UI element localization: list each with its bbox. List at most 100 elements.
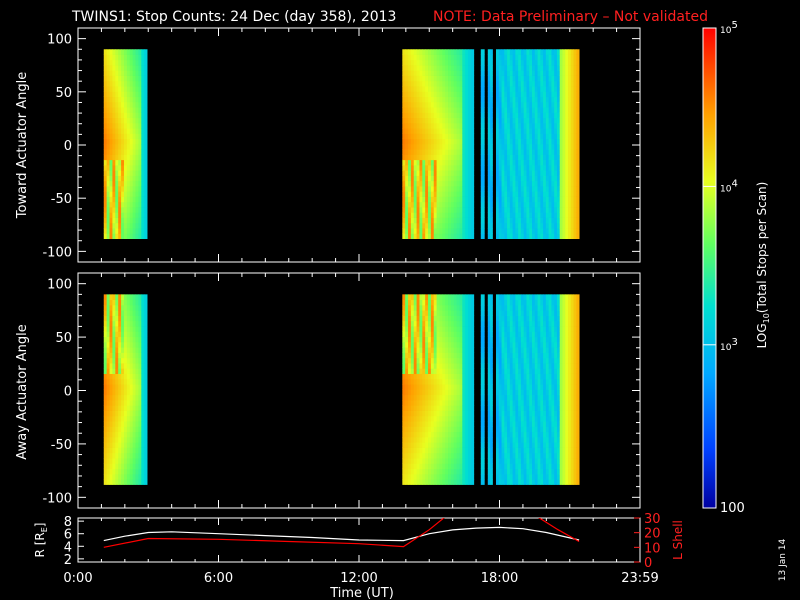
- heatmap-cell: [103, 101, 108, 108]
- heatmap-cell: [559, 228, 563, 234]
- heatmap-cell: [512, 159, 516, 166]
- heatmap-cell: [135, 357, 139, 364]
- heatmap-cell: [430, 479, 435, 485]
- heatmap-cell: [534, 304, 538, 311]
- heatmap-cell: [537, 352, 541, 359]
- heatmap-cell: [425, 399, 429, 406]
- heatmap-cell: [442, 133, 446, 140]
- heatmap-cell: [402, 117, 406, 124]
- heatmap-cell: [523, 175, 527, 182]
- heatmap-cell: [512, 357, 516, 364]
- heatmap-cell: [425, 154, 429, 161]
- heatmap-cell: [430, 59, 435, 66]
- heatmap-cell: [408, 426, 412, 433]
- heatmap-cell: [144, 170, 148, 176]
- heatmap-cell: [144, 315, 148, 322]
- heatmap-cell: [480, 331, 485, 338]
- heatmap-cell: [534, 149, 538, 155]
- heatmap-cell: [123, 347, 128, 353]
- heatmap-cell: [480, 315, 485, 322]
- heatmap-cell: [501, 149, 505, 155]
- heatmap-cell: [504, 421, 508, 427]
- heatmap-cell: [433, 421, 438, 427]
- heatmap-cell: [109, 347, 113, 353]
- heatmap-cell: [436, 389, 440, 396]
- heatmap-cell: [520, 399, 525, 406]
- heatmap-cell: [138, 222, 142, 229]
- heatmap-cell: [532, 101, 536, 108]
- heatmap-cell: [428, 368, 432, 374]
- heatmap-cell: [559, 70, 563, 76]
- heatmap-cell: [436, 112, 440, 119]
- heatmap-cell: [523, 70, 527, 76]
- heatmap-cell: [103, 399, 108, 406]
- heatmap-cell: [433, 384, 438, 390]
- heatmap-cell: [413, 452, 418, 459]
- heatmap-cell: [495, 54, 500, 61]
- heatmap-cell: [498, 336, 502, 343]
- heatmap-cell: [416, 186, 420, 192]
- heatmap-cell: [559, 159, 563, 166]
- heatmap-cell: [425, 410, 429, 417]
- heatmap-cell: [507, 336, 511, 343]
- heatmap-cell: [509, 228, 514, 234]
- heatmap-cell: [548, 479, 552, 485]
- heatmap-cell: [422, 133, 426, 140]
- heatmap-cell: [422, 186, 426, 192]
- heatmap-cell: [121, 431, 125, 438]
- heatmap-cell: [465, 101, 469, 108]
- heatmap-cell: [126, 315, 131, 322]
- heatmap-cell: [112, 463, 116, 470]
- heatmap-cell: [501, 468, 505, 475]
- heatmap-cell: [416, 315, 420, 322]
- heatmap-cell: [498, 128, 502, 134]
- heatmap-cell: [103, 117, 108, 124]
- heatmap-cell: [445, 222, 449, 229]
- heatmap-cell: [402, 463, 406, 470]
- heatmap-cell: [419, 341, 423, 348]
- heatmap-cell: [545, 299, 550, 306]
- heatmap-cell: [470, 96, 475, 103]
- heatmap-cell: [419, 352, 423, 359]
- heatmap-cell: [138, 304, 142, 311]
- heatmap-cell: [402, 357, 406, 364]
- heatmap-cell: [121, 352, 125, 359]
- heatmap-cell: [565, 180, 569, 187]
- heatmap-cell: [141, 138, 145, 145]
- heatmap-cell: [103, 341, 108, 348]
- heatmap-cell: [468, 299, 472, 306]
- heatmap-cell: [526, 431, 530, 438]
- heatmap-cell: [118, 164, 122, 171]
- heatmap-cell: [490, 128, 493, 134]
- heatmap-cell: [112, 320, 116, 327]
- heatmap-cell: [430, 233, 435, 239]
- heatmap-cell: [408, 112, 412, 119]
- heatmap-cell: [135, 233, 139, 239]
- heatmap-cell: [106, 468, 110, 475]
- heatmap-cell: [470, 341, 475, 348]
- heatmap-cell: [534, 107, 538, 113]
- heatmap-cell: [436, 186, 440, 192]
- heatmap-cell: [526, 326, 530, 332]
- heatmap-cell: [132, 196, 136, 203]
- heatmap-cell: [419, 191, 423, 197]
- heatmap-cell: [106, 201, 110, 208]
- heatmap-cell: [428, 149, 432, 155]
- heatmap-cell: [439, 222, 443, 229]
- heatmap-cell: [526, 436, 530, 443]
- heatmap-cell: [459, 463, 463, 470]
- heatmap-cell: [436, 128, 440, 134]
- heatmap-cell: [487, 421, 491, 427]
- heatmap-cell: [416, 143, 420, 150]
- heatmap-cell: [408, 117, 412, 124]
- heatmap-cell: [433, 326, 438, 332]
- heatmap-cell: [529, 49, 533, 55]
- heatmap-cell: [121, 149, 125, 155]
- heatmap-cell: [109, 431, 113, 438]
- heatmap-cell: [129, 421, 134, 427]
- heatmap-cell: [515, 410, 519, 417]
- heatmap-cell: [540, 394, 544, 401]
- heatmap-cell: [126, 228, 131, 234]
- heatmap-cell: [402, 373, 406, 380]
- heatmap-cell: [453, 217, 457, 224]
